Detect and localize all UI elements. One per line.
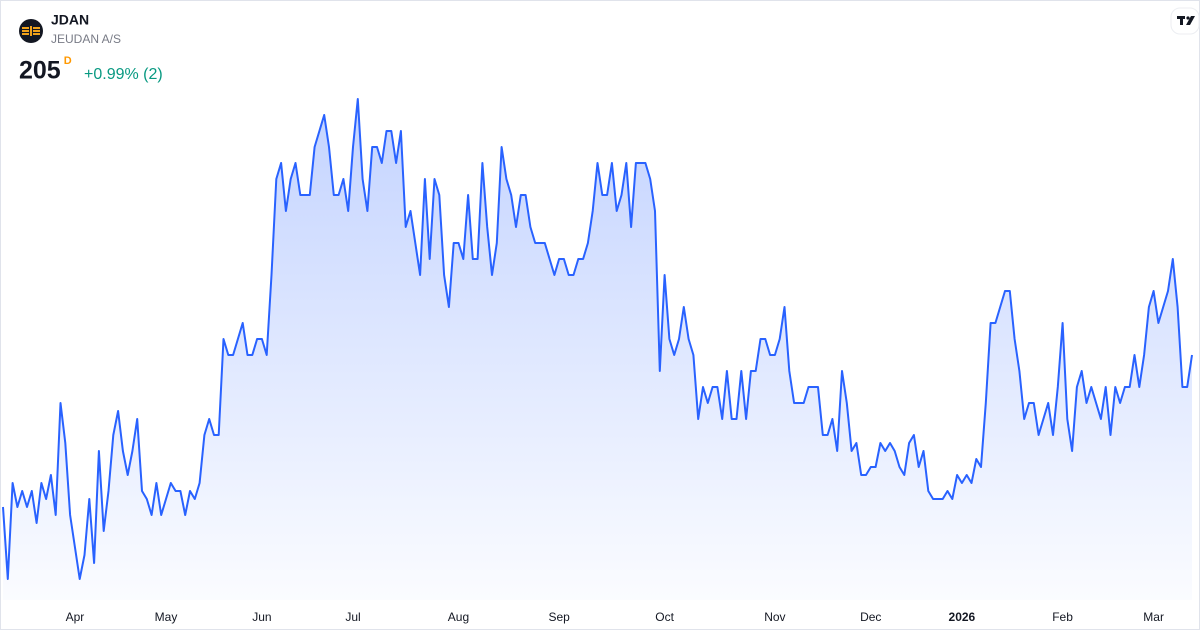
x-tick-label: Mar bbox=[1143, 610, 1164, 624]
x-tick-label: Jun bbox=[252, 610, 271, 624]
price: 205 bbox=[19, 57, 61, 85]
x-tick-label: 2026 bbox=[949, 610, 976, 624]
x-tick-label: Jul bbox=[345, 610, 360, 624]
plot: Apr May Jun Jul Aug Sep Oct Nov Dec 2026 Feb Mar bbox=[2, 98, 1193, 624]
x-tick-label: Feb bbox=[1052, 610, 1073, 624]
x-tick-label: Sep bbox=[548, 610, 570, 624]
change: +0.99% (2) bbox=[84, 66, 163, 83]
x-tick-label: May bbox=[155, 610, 178, 624]
area bbox=[3, 99, 1192, 600]
tv-logo bbox=[1170, 7, 1200, 35]
x-tick-label: Aug bbox=[448, 610, 469, 624]
x-tick-label: Nov bbox=[764, 610, 785, 624]
logo bbox=[19, 19, 43, 43]
company-name: JEUDAN A/S bbox=[51, 32, 121, 46]
badge: D bbox=[64, 55, 72, 67]
x-tick-label: Dec bbox=[860, 610, 881, 624]
line bbox=[2, 98, 1193, 580]
x-tick-label: Oct bbox=[655, 610, 674, 624]
x-tick-label: Apr bbox=[66, 610, 85, 624]
symbol: JDAN bbox=[51, 12, 89, 28]
